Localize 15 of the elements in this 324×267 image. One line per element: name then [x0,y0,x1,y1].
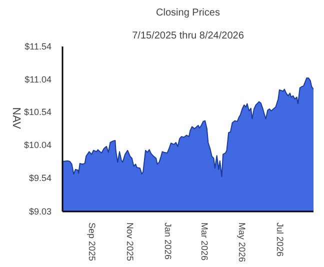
x-tick-label: Mar 2026 [199,222,210,261]
y-tick-label: $11.54 [24,42,52,52]
y-axis-title: NAV [10,107,22,130]
x-tick-label: Nov 2025 [125,222,136,262]
x-tick-label: Jan 2026 [162,222,173,260]
x-tick-label: Jul 2026 [275,222,286,257]
chart-title: Closing Prices [156,8,220,18]
y-tick-label: $9.03 [28,206,52,216]
y-tick-label: $11.04 [24,74,52,84]
y-tick-label: $10.04 [24,140,52,150]
y-tick-label: $9.54 [28,172,52,183]
x-tick-label: Sep 2025 [87,222,98,262]
y-tick-label: $10.54 [24,107,52,118]
x-tick-label: May 2026 [237,222,248,262]
chart-subtitle: 7/15/2025 thru 8/24/2026 [132,30,244,42]
